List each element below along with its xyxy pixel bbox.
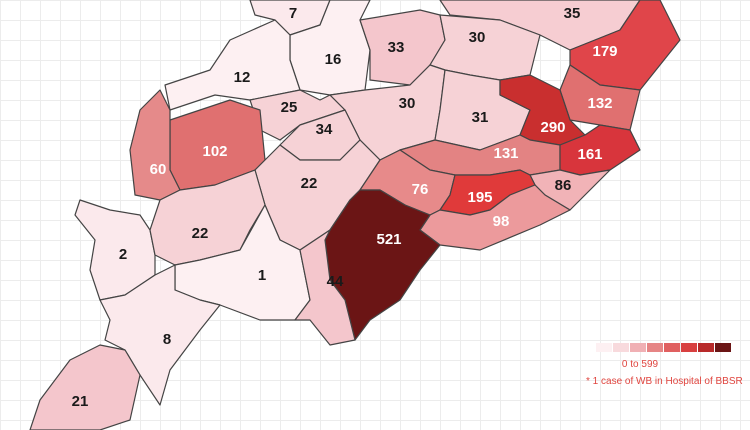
district-count: 98: [493, 213, 510, 230]
district-count: 2: [119, 246, 127, 263]
legend-swatch: [613, 343, 629, 352]
district-count: 290: [540, 119, 565, 136]
district-count: 195: [467, 189, 492, 206]
legend-swatch: [630, 343, 646, 352]
legend-label: 0 to 599: [621, 359, 659, 370]
district-count: 131: [493, 145, 518, 162]
district-count: 179: [592, 43, 617, 60]
legend-swatch: [647, 343, 663, 352]
legend-swatch: [664, 343, 680, 352]
district-count: 25: [281, 99, 298, 116]
district-count: 31: [472, 109, 489, 126]
legend-note: * 1 case of WB in Hospital of BBSR: [586, 376, 743, 387]
district-count: 12: [234, 69, 251, 86]
district-count: 1: [258, 267, 266, 284]
district-count: 7: [289, 5, 297, 22]
district-count: 521: [376, 231, 401, 248]
district-count: 8: [163, 331, 171, 348]
district-count: 21: [72, 393, 89, 410]
legend-swatch: [596, 343, 612, 352]
legend-swatch: [681, 343, 697, 352]
district-count: 86: [555, 177, 572, 194]
district-count: 33: [388, 39, 405, 56]
district-count: 76: [412, 181, 429, 198]
district-count: 102: [202, 143, 227, 160]
district: [99, 264, 221, 406]
district-count: 132: [587, 95, 612, 112]
district-count: 161: [577, 146, 602, 163]
district: [294, 229, 356, 346]
legend-swatch: [715, 343, 731, 352]
district: [29, 344, 141, 430]
district-count: 44: [327, 273, 344, 290]
district-count: 60: [150, 161, 167, 178]
district-count: 16: [325, 51, 342, 68]
district-count: 34: [316, 121, 333, 138]
legend-swatch: [698, 343, 714, 352]
district-count: 35: [564, 5, 581, 22]
district-count: 30: [399, 95, 416, 112]
district-count: 22: [301, 175, 318, 192]
district-count: 22: [192, 225, 209, 242]
district-count: 30: [469, 29, 486, 46]
